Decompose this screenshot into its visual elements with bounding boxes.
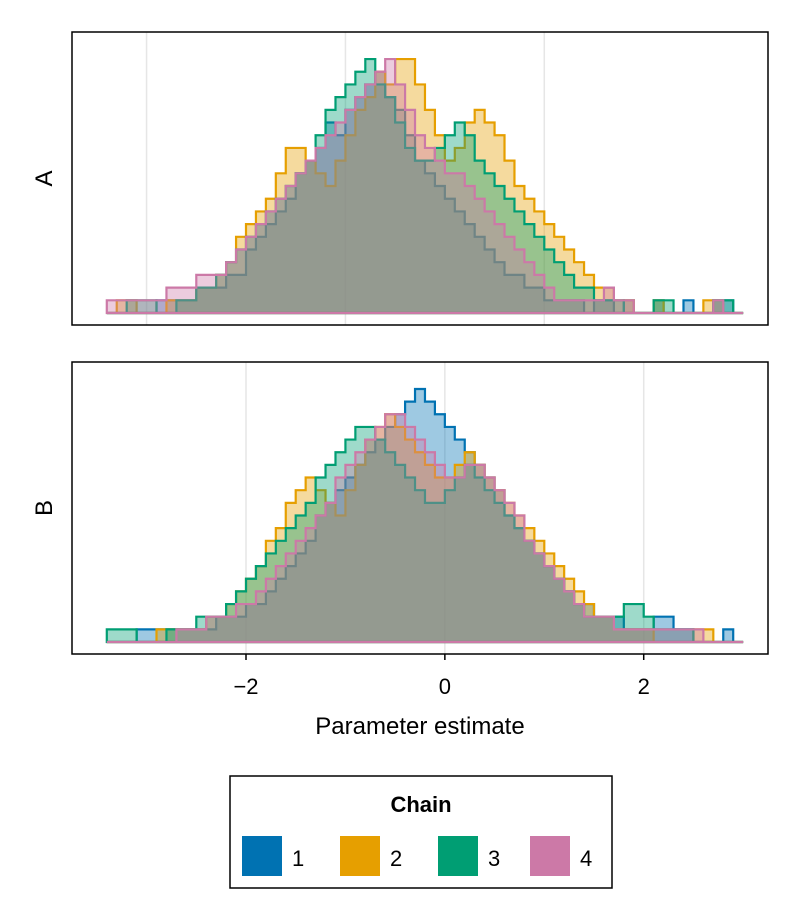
x-tick-label: 2: [638, 674, 650, 699]
panel-b-background: [72, 362, 768, 654]
x-tick-label: 0: [439, 674, 451, 699]
legend-title: Chain: [390, 792, 451, 817]
panel-b-frame: [71, 361, 769, 655]
panel-b: B −2 0 2: [31, 361, 769, 699]
panel-a: A: [31, 31, 769, 326]
legend-swatch-2: [340, 836, 380, 876]
x-axis-label: Parameter estimate: [315, 713, 524, 740]
legend-swatch-4: [530, 836, 570, 876]
legend-label-3: 3: [488, 846, 500, 871]
panel-a-y-label: A: [31, 170, 58, 186]
legend-label-2: 2: [390, 846, 402, 871]
panel-a-background: [72, 32, 768, 325]
panel-b-series-4-histogram: [106, 413, 744, 644]
x-tick-label: −2: [233, 674, 258, 699]
legend-label-1: 1: [292, 846, 304, 871]
legend-label-4: 4: [580, 846, 592, 871]
legend-swatch-1: [242, 836, 282, 876]
legend: Chain 1 2 3 4: [229, 775, 613, 889]
panel-a-series-4-histogram: [105, 57, 744, 315]
legend-swatch-3: [438, 836, 478, 876]
panel-a-frame: [71, 31, 769, 326]
panel-b-y-label: B: [31, 500, 58, 516]
